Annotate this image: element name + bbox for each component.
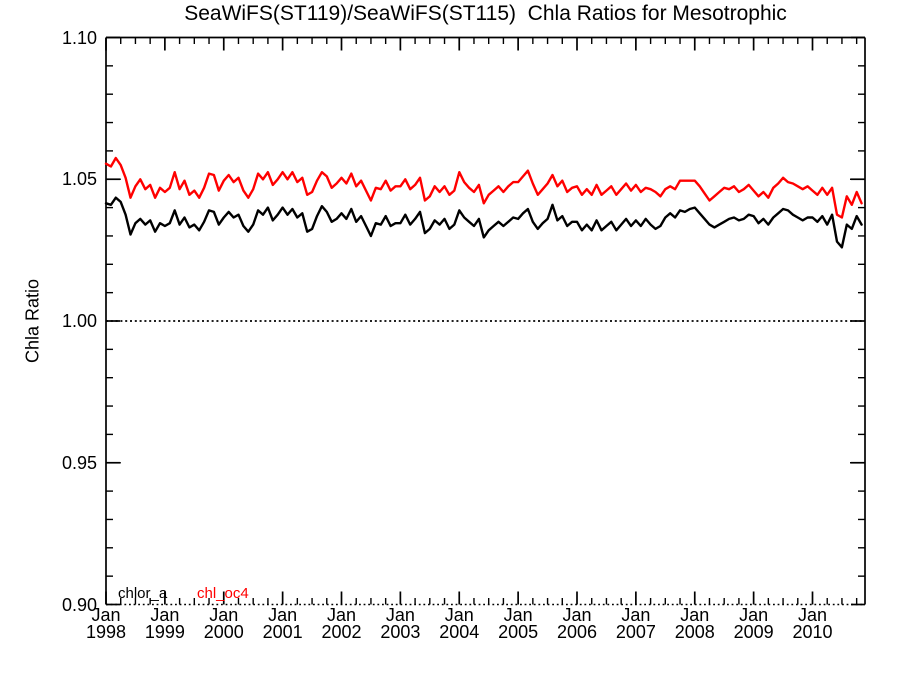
x-tick-label: Jan 2007: [615, 605, 656, 642]
x-tick-label: Jan 2000: [203, 605, 244, 642]
x-tick-label: Jan 2009: [733, 605, 774, 642]
series-line-chl_oc4: [104, 156, 863, 219]
y-tick-label: 0.90: [61, 594, 97, 615]
legend-item-chl_oc4: chl_oc4: [197, 585, 249, 602]
x-tick-label: Jan 2001: [262, 605, 303, 642]
x-tick-label: Jan 2006: [556, 605, 598, 642]
chart-title: SeaWiFS(ST119)/SeaWiFS(ST115) Chla Ratio…: [184, 2, 787, 25]
x-tick-label: Jan 2003: [380, 605, 421, 642]
x-tick-label: Jan 1998: [85, 605, 127, 642]
x-tick-label: Jan 2005: [498, 605, 539, 642]
y-tick-label: 1.00: [61, 311, 97, 331]
legend-item-chlor_a: chlor_a: [118, 585, 168, 602]
x-tick-label: Jan 2002: [321, 605, 362, 642]
x-tick-label: Jan 2010: [792, 605, 833, 642]
y-tick-label: 1.05: [61, 169, 97, 190]
series-line-chlor_a: [104, 196, 863, 249]
x-tick-label: Jan 2008: [674, 605, 715, 642]
y-tick-label: 0.95: [61, 452, 97, 473]
y-tick-label: 1.10: [61, 27, 97, 48]
x-tick-label: Jan 2004: [439, 605, 480, 642]
x-tick-label: Jan 1999: [144, 605, 185, 642]
